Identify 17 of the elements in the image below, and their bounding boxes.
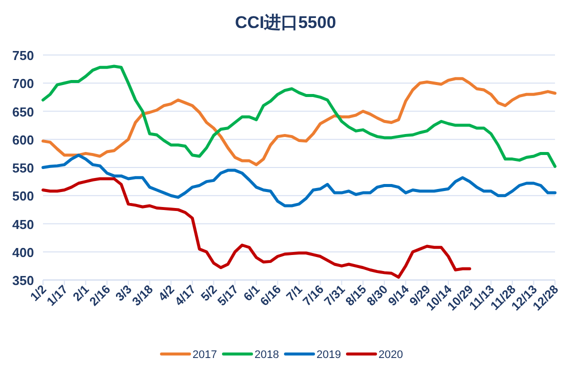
y-tick-label: 400 [12,244,34,260]
line-series [42,177,472,279]
y-tick-label: 550 [12,160,34,176]
y-tick-label: 700 [12,76,34,92]
y-tick-label: 450 [12,216,34,232]
y-tick-label: 600 [12,132,34,148]
legend-label: 2017 [192,349,217,361]
y-tick-label: 350 [12,273,34,288]
legend-label: 2019 [316,349,341,361]
y-tick-label: 650 [12,104,34,120]
y-tick-label: 500 [12,188,34,204]
x-tick-label: 4/2 [155,282,178,304]
legend-label: 2020 [378,349,403,361]
legend-label: 2018 [254,349,279,361]
line-series [42,154,556,208]
chart-title: CCI进口5500 [234,13,336,32]
y-tick-label: 750 [12,48,34,63]
